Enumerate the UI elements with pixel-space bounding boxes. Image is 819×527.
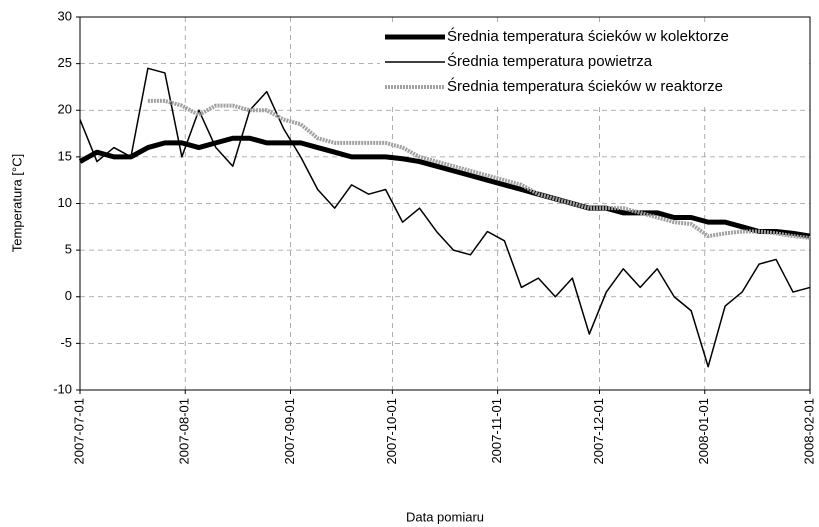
x-tick-label: 2008-02-01 [801,398,816,465]
y-tick-label: -5 [60,335,72,350]
series-line [78,135,811,239]
legend-label: Średnia temperatura ścieków w reaktorze [447,77,723,95]
legend-box [380,22,808,104]
x-axis-label: Data pomiaru [406,509,484,524]
y-tick-label: 0 [65,288,72,303]
y-tick-label: 10 [58,195,72,210]
x-tick-label: 2007-10-01 [384,398,399,465]
y-axis-label: Temperatura [°C] [9,154,24,252]
x-tick-label: 2007-07-01 [71,398,86,465]
x-tick-label: 2007-09-01 [282,398,297,465]
y-tick-label: 15 [58,148,72,163]
legend-label: Średnia temperatura powietrza [447,52,653,70]
series-line [79,67,811,368]
x-tick-label: 2008-01-01 [696,398,711,465]
y-tick-label: 30 [58,8,72,23]
plot-frame [79,16,811,391]
x-tick-label: 2007-08-01 [177,398,192,465]
x-tick-label: 2007-12-01 [591,398,606,465]
y-tick-label: -10 [53,381,72,396]
y-tick-label: 25 [58,55,72,70]
series-line [147,98,811,240]
y-tick-label: 20 [58,102,72,117]
legend-label: Średnia temperatura ścieków w kolektorze [447,27,729,45]
y-tick-label: 5 [65,242,72,257]
x-tick-label: 2007-11-01 [489,398,504,464]
